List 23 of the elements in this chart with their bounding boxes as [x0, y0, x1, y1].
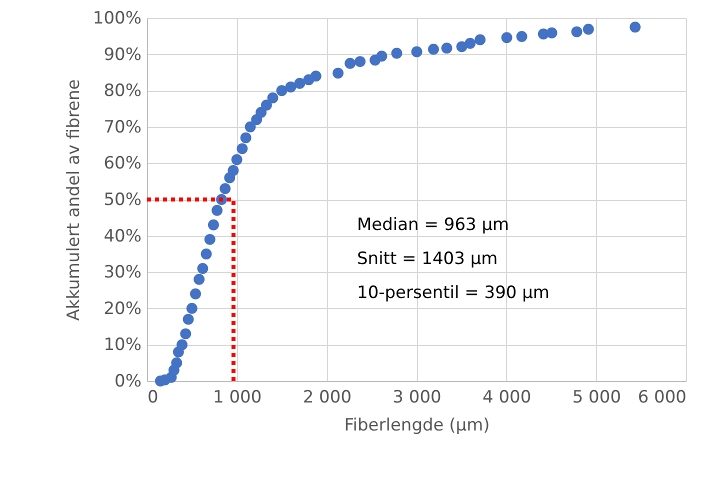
- x-tick-label: 3 000: [392, 388, 442, 408]
- annotation: 10-persentil = 390 µm: [357, 283, 550, 303]
- x-tick-label: 1 000: [212, 388, 262, 408]
- y-tick-label: 50%: [104, 190, 142, 210]
- annotation: Snitt = 1403 µm: [357, 249, 498, 269]
- y-tick-label: 0%: [114, 372, 142, 392]
- y-axis-title: Akkumulert andel av fibrene: [64, 79, 84, 321]
- y-tick-label: 90%: [104, 44, 142, 65]
- y-tick-label: 30%: [104, 262, 142, 283]
- x-tick-label: 4 000: [482, 388, 532, 408]
- x-axis-title: Fiberlengde (µm): [344, 416, 490, 436]
- y-tick-label: 70%: [104, 117, 142, 138]
- x-tick-label: 0: [148, 388, 158, 408]
- annotation: Median = 963 µm: [357, 215, 510, 235]
- x-tick-label: 5 000: [572, 388, 622, 408]
- x-tick-label: 2 000: [302, 388, 352, 408]
- y-tick-label: 80%: [104, 81, 142, 102]
- y-tick-label: 100%: [92, 8, 142, 28]
- y-tick-label: 60%: [104, 154, 142, 174]
- y-tick-label: 10%: [104, 335, 142, 356]
- y-tick-label: 40%: [104, 226, 142, 246]
- x-tick-label: 6 000: [638, 388, 686, 408]
- y-tick-label: 20%: [104, 298, 142, 319]
